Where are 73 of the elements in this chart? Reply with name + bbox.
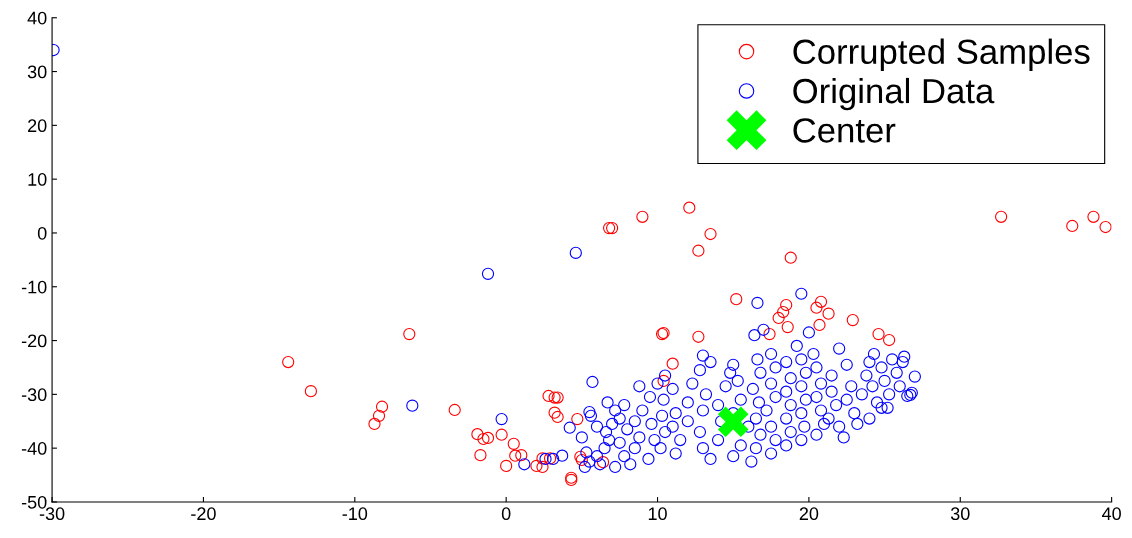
point	[822, 307, 835, 320]
point	[375, 400, 389, 413]
point	[846, 313, 859, 327]
point	[730, 293, 743, 306]
point	[542, 389, 555, 403]
point	[548, 406, 561, 419]
point	[872, 327, 885, 341]
point	[403, 327, 416, 341]
x-tick-label: 40	[1102, 507, 1121, 521]
point	[477, 432, 490, 446]
point	[704, 227, 717, 241]
point	[282, 355, 295, 369]
point	[1099, 220, 1112, 234]
point	[602, 222, 616, 235]
point	[763, 327, 776, 341]
y-tick-label: 20	[28, 119, 47, 133]
point	[536, 460, 549, 474]
point	[810, 301, 823, 314]
x-tick-label: -10	[342, 507, 368, 521]
point	[304, 385, 318, 398]
point	[507, 437, 520, 450]
point	[657, 374, 670, 388]
point	[995, 210, 1008, 223]
point	[509, 449, 522, 462]
point	[551, 410, 564, 424]
legend-label: Original Data	[793, 77, 995, 111]
point	[683, 201, 696, 214]
point	[368, 417, 381, 431]
x-tick-label: 20	[799, 507, 819, 521]
point	[481, 431, 495, 445]
point	[883, 333, 896, 347]
point	[813, 318, 826, 332]
point	[372, 409, 386, 422]
x-tick-label: 30	[950, 507, 970, 521]
x-tick-label: 0	[501, 507, 511, 521]
point	[692, 244, 705, 257]
point	[448, 403, 461, 417]
point	[1087, 210, 1100, 223]
point	[636, 210, 649, 223]
point	[772, 311, 785, 325]
point	[574, 450, 587, 463]
point	[717, 406, 749, 438]
point	[495, 428, 508, 441]
point	[781, 320, 794, 334]
point	[515, 449, 528, 462]
point	[500, 459, 513, 473]
point	[474, 449, 487, 462]
x-tick-label: 10	[648, 507, 667, 521]
point	[777, 305, 790, 319]
point	[1066, 219, 1079, 233]
x-tick-label: -20	[191, 507, 216, 521]
point	[784, 251, 797, 264]
y-tick-label: -30	[21, 388, 47, 402]
y-tick-label: 10	[28, 173, 47, 186]
point	[530, 459, 543, 473]
y-tick-label: -20	[21, 334, 47, 348]
y-tick-label: 40	[27, 11, 47, 25]
legend-label: Corrupted Samples	[793, 38, 1090, 71]
point	[666, 357, 679, 370]
point	[780, 298, 793, 312]
y-tick-label: -40	[21, 442, 47, 455]
point	[814, 295, 828, 308]
point	[471, 428, 484, 441]
point	[606, 222, 619, 235]
y-tick-label: 0	[37, 226, 47, 240]
point	[575, 453, 588, 467]
y-tick-label: -50	[21, 495, 47, 509]
x-tick-label: -30	[39, 507, 65, 521]
y-tick-label: -10	[21, 280, 47, 294]
point	[571, 412, 584, 426]
y-tick-label: 30	[27, 65, 47, 79]
legend-label: Center	[793, 118, 896, 143]
point	[692, 330, 705, 343]
